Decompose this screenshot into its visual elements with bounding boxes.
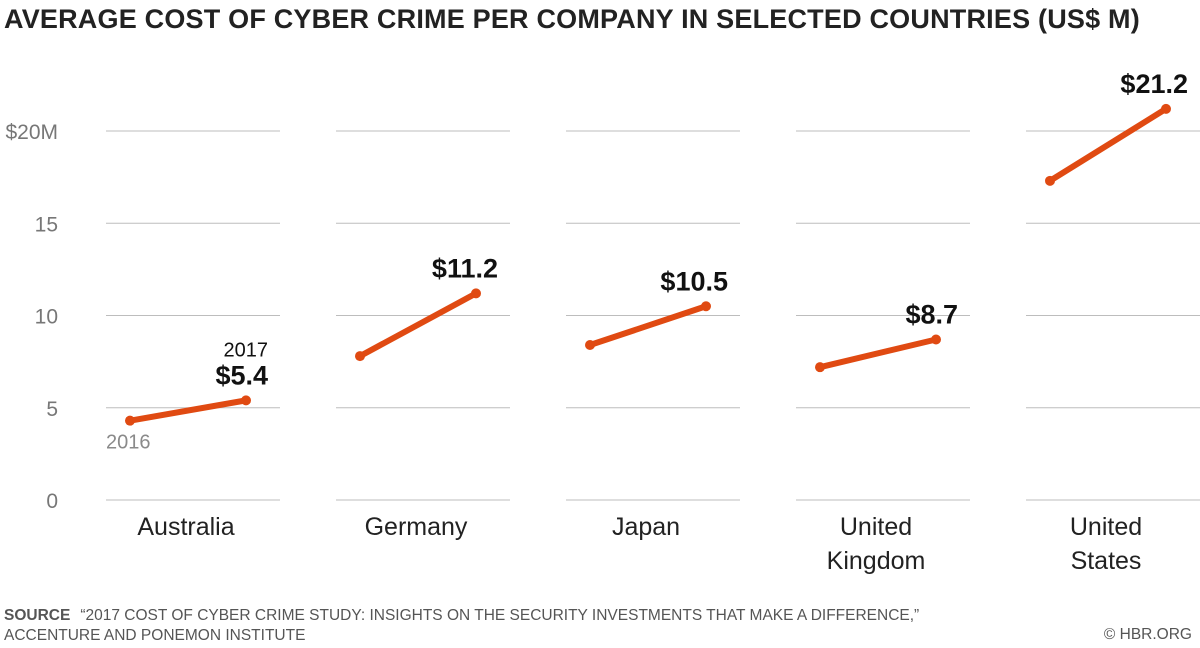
y-tick-label: 15 [35, 213, 58, 236]
country-label: United [1070, 513, 1142, 541]
chart-title: AVERAGE COST OF CYBER CRIME PER COMPANY … [4, 4, 1140, 34]
series-line [127, 397, 249, 424]
y-tick-label: 10 [35, 306, 58, 329]
value-label: $11.2 [432, 253, 498, 283]
end-point [1161, 103, 1171, 114]
start-point [355, 351, 365, 362]
country-label: United [840, 513, 912, 541]
copyright-credit: © HBR.ORG [1103, 626, 1192, 643]
value-label: $8.7 [905, 299, 958, 329]
start-point [815, 362, 825, 373]
source-label: SOURCE [4, 607, 71, 624]
country-label: Germany [365, 513, 468, 541]
series-line [357, 290, 479, 360]
y-tick-label: $20M [5, 121, 58, 144]
end-point [241, 395, 251, 406]
country-label: Kingdom [827, 547, 926, 575]
end-point [931, 334, 941, 345]
y-tick-label: 5 [46, 398, 58, 421]
start-point [125, 415, 135, 426]
value-label: $10.5 [660, 266, 728, 296]
value-label: $21.2 [1120, 69, 1188, 99]
start-year-label: 2016 [106, 432, 151, 454]
source-text: “2017 COST OF CYBER CRIME STUDY: INSIGHT… [4, 607, 920, 644]
country-label: Japan [612, 513, 680, 541]
series-line [817, 336, 939, 371]
country-label: States [1071, 547, 1142, 575]
slope-chart: 0 5 10 15 $20M $5.4 Australia 2016 2017 $11.2 Germ… [5, 69, 1200, 575]
end-point [701, 301, 711, 312]
end-year-label: 2017 [224, 339, 269, 361]
y-tick-label: 0 [46, 490, 58, 513]
start-point [585, 340, 595, 351]
country-label: Australia [137, 513, 234, 541]
end-point [471, 288, 481, 299]
value-label: $5.4 [215, 360, 268, 390]
series-line [1047, 105, 1169, 184]
series-line [587, 303, 709, 349]
source-note: SOURCE “2017 COST OF CYBER CRIME STUDY: I… [4, 606, 984, 646]
start-point [1045, 175, 1055, 186]
